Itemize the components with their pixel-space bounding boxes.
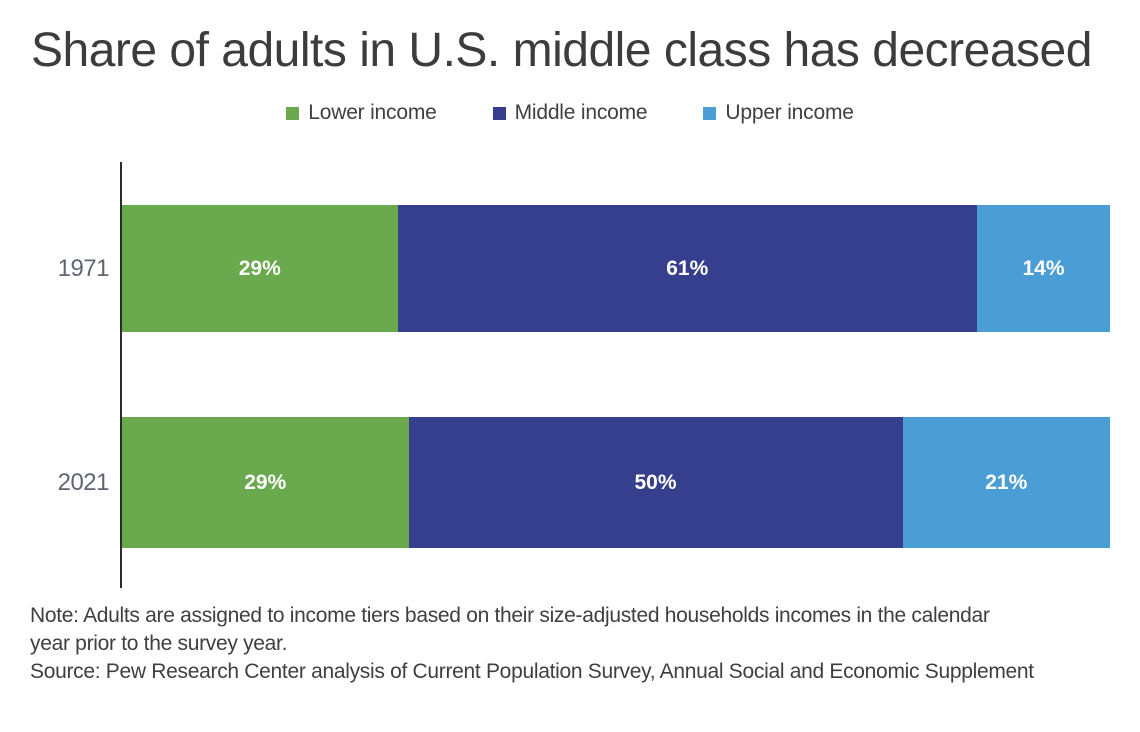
bar-row-2021: 2021 29% 50% 21% xyxy=(0,417,1110,548)
segment-data-label: 29% xyxy=(238,256,281,280)
bar-segment-upper-income: 21% xyxy=(902,417,1110,548)
bar-segment-middle-income: 50% xyxy=(408,417,903,548)
segment-data-label: 50% xyxy=(634,470,677,494)
segment-data-label: 29% xyxy=(244,470,287,494)
y-axis-line xyxy=(120,162,122,588)
segment-data-label: 21% xyxy=(985,470,1028,494)
legend-item-middle-income: Middle income xyxy=(492,101,648,125)
plot-area: 1971 29% 61% 14% 2021 29% 50% 21% xyxy=(0,205,1110,548)
note-line: year prior to the survey year. xyxy=(30,632,288,655)
category-label: 2021 xyxy=(57,468,110,496)
legend-label: Middle income xyxy=(514,101,648,124)
segment-data-label: 61% xyxy=(666,256,709,280)
stacked-bar: 29% 61% 14% xyxy=(122,205,1110,332)
legend-square-icon xyxy=(703,106,717,120)
bar-segment-lower-income: 29% xyxy=(122,417,409,548)
segment-data-label: 14% xyxy=(1022,256,1065,280)
legend: Lower income Middle income Upper income xyxy=(0,101,1140,125)
footnote-block: Note: Adults are assigned to income tier… xyxy=(30,602,1120,686)
stacked-bar: 29% 50% 21% xyxy=(122,417,1110,548)
legend-label: Lower income xyxy=(308,101,437,124)
legend-item-upper-income: Upper income xyxy=(703,101,854,125)
chart-title: Share of adults in U.S. middle class has… xyxy=(31,24,1092,77)
bar-row-1971: 1971 29% 61% 14% xyxy=(0,205,1110,332)
bar-segment-middle-income: 61% xyxy=(397,205,977,332)
bar-segment-upper-income: 14% xyxy=(977,205,1110,332)
legend-item-lower-income: Lower income xyxy=(286,101,437,125)
legend-square-icon xyxy=(492,106,506,120)
bar-segment-lower-income: 29% xyxy=(122,205,398,332)
source-line: Source: Pew Research Center analysis of … xyxy=(30,660,1034,683)
legend-square-icon xyxy=(286,106,300,120)
legend-label: Upper income xyxy=(725,101,854,124)
note-line: Note: Adults are assigned to income tier… xyxy=(30,604,990,627)
category-label: 1971 xyxy=(57,254,110,282)
